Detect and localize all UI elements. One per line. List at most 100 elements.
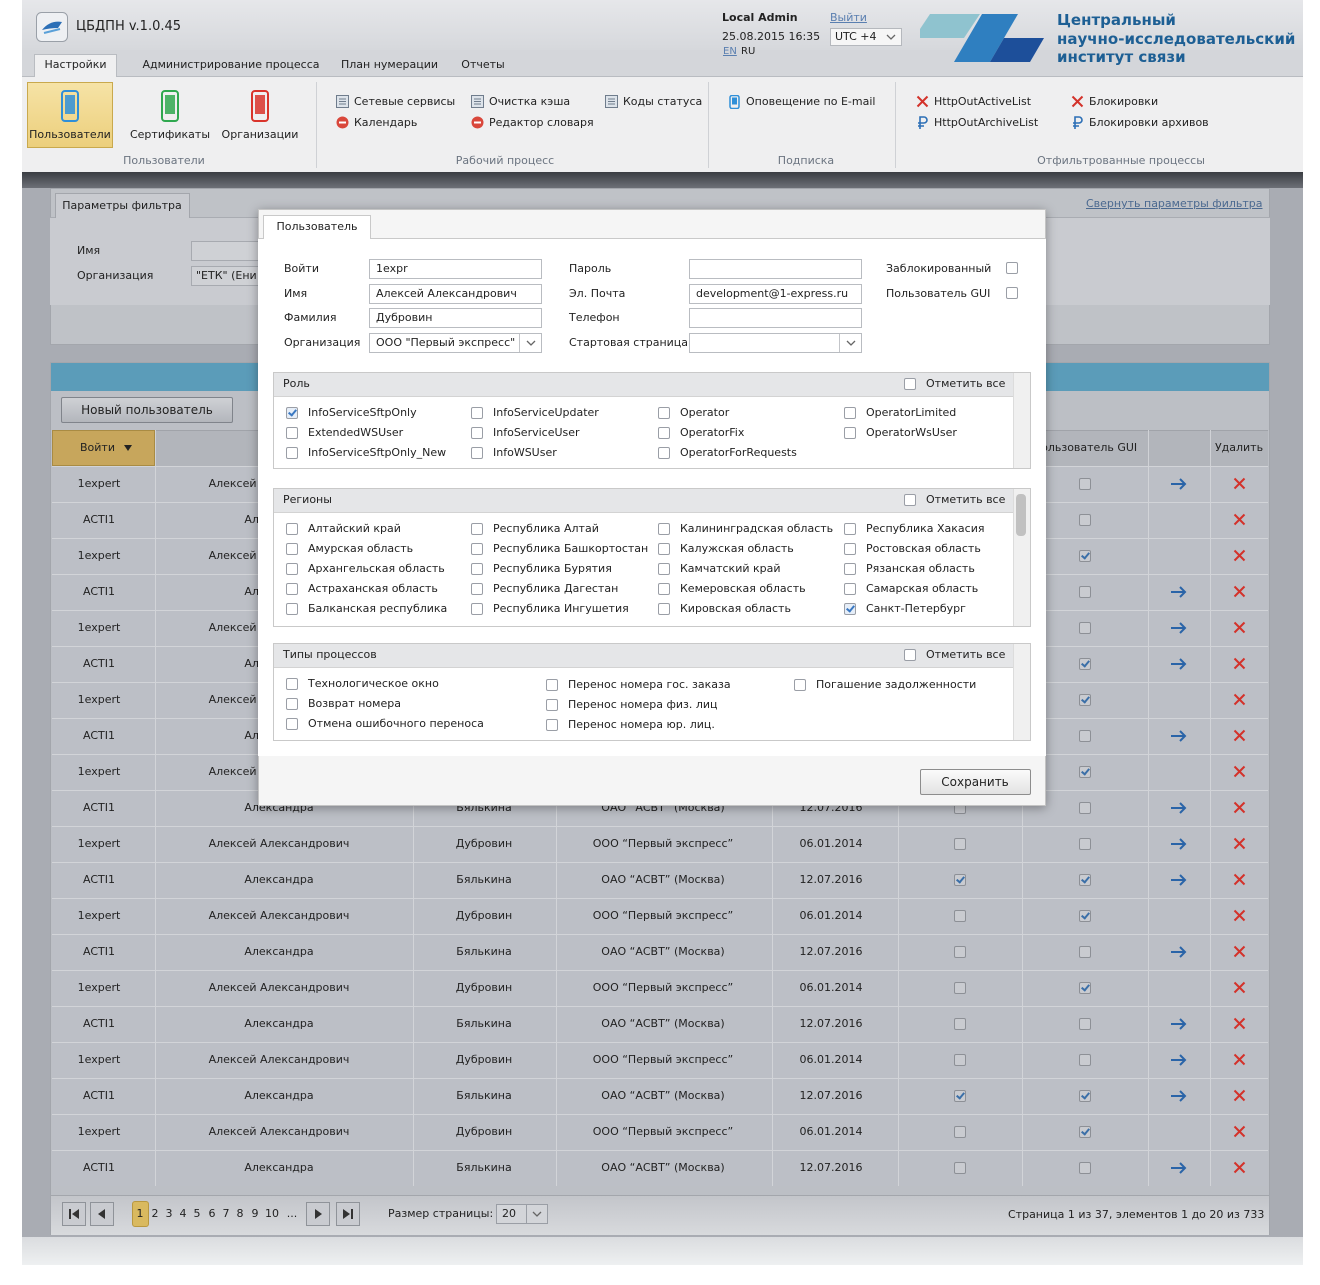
option-label[interactable]: InfoServiceSftpOnly bbox=[308, 406, 417, 419]
checkbox[interactable] bbox=[286, 698, 298, 710]
checkbox[interactable] bbox=[1006, 262, 1018, 274]
field-input[interactable] bbox=[689, 308, 862, 328]
checkbox[interactable] bbox=[471, 603, 483, 615]
checkbox-checked[interactable] bbox=[1079, 550, 1091, 562]
option-label[interactable]: OperatorFix bbox=[680, 426, 745, 439]
ribbon-button-label[interactable]: Организации bbox=[221, 128, 299, 141]
option-label[interactable]: Погашение задолженности bbox=[816, 678, 977, 691]
pager-button[interactable] bbox=[336, 1202, 360, 1226]
checkbox-checked[interactable] bbox=[286, 407, 298, 419]
checkbox[interactable] bbox=[471, 427, 483, 439]
language-ru[interactable]: RU bbox=[741, 46, 756, 57]
option-label[interactable]: Технологическое окно bbox=[308, 677, 439, 690]
checkbox[interactable] bbox=[546, 699, 558, 711]
option-label[interactable]: Балканская республика bbox=[308, 602, 448, 615]
tab-label[interactable]: Отчеты bbox=[461, 58, 505, 71]
checkbox[interactable] bbox=[1079, 838, 1091, 850]
option-label[interactable]: Перенос номера юр. лиц. bbox=[568, 718, 715, 731]
ribbon-icon[interactable] bbox=[916, 95, 930, 109]
checkbox[interactable] bbox=[286, 523, 298, 535]
checkbox[interactable] bbox=[658, 427, 670, 439]
select-all-label[interactable]: Отметить все bbox=[926, 493, 1006, 506]
delete-icon[interactable] bbox=[1233, 729, 1247, 743]
checkbox-checked[interactable] bbox=[1079, 1090, 1091, 1102]
ribbon-item[interactable]: HttpOutActiveList bbox=[934, 95, 1032, 108]
ribbon-item[interactable]: Сетевые сервисы bbox=[354, 95, 456, 108]
ribbon-icon[interactable] bbox=[336, 95, 350, 109]
checkbox[interactable] bbox=[286, 447, 298, 459]
delete-icon[interactable] bbox=[1233, 1017, 1247, 1031]
transfer-arrow[interactable] bbox=[1170, 837, 1187, 851]
page-number[interactable]: 5 bbox=[193, 1207, 201, 1220]
page-number[interactable]: 9 bbox=[251, 1207, 259, 1220]
checkbox[interactable] bbox=[546, 719, 558, 731]
tab-label[interactable]: План нумерации bbox=[340, 58, 438, 71]
page-number[interactable]: 6 bbox=[208, 1207, 216, 1220]
checkbox[interactable] bbox=[844, 583, 856, 595]
option-label[interactable]: Санкт-Петербург bbox=[866, 602, 966, 615]
ribbon-icon[interactable] bbox=[61, 90, 79, 122]
page-number[interactable]: 4 bbox=[179, 1207, 187, 1220]
ribbon-item[interactable]: Коды статуса bbox=[623, 95, 703, 108]
checkbox[interactable] bbox=[844, 563, 856, 575]
field-input[interactable] bbox=[369, 259, 542, 279]
page-number[interactable]: 8 bbox=[236, 1207, 244, 1220]
transfer-arrow[interactable] bbox=[1170, 657, 1187, 671]
transfer-arrow[interactable] bbox=[1170, 1017, 1187, 1031]
collapse-link[interactable]: Свернуть параметры фильтра bbox=[1086, 197, 1263, 210]
ribbon-item[interactable]: Оповещение по E-mail bbox=[746, 95, 876, 108]
option-label[interactable]: Камчатский край bbox=[680, 562, 781, 575]
checkbox[interactable] bbox=[904, 649, 916, 661]
checkbox[interactable] bbox=[471, 543, 483, 555]
delete-icon[interactable] bbox=[1233, 621, 1247, 635]
checkbox[interactable] bbox=[794, 679, 806, 691]
save-button[interactable] bbox=[920, 769, 1031, 795]
field-input[interactable] bbox=[369, 308, 542, 328]
checkbox[interactable] bbox=[1079, 946, 1091, 958]
checkbox[interactable] bbox=[954, 1126, 966, 1138]
select-all-label[interactable]: Отметить все bbox=[926, 648, 1006, 661]
tab-label-active[interactable]: Настройки bbox=[44, 58, 107, 71]
checkbox[interactable] bbox=[1079, 622, 1091, 634]
ribbon-icon[interactable] bbox=[916, 116, 930, 130]
page-number[interactable]: 2 bbox=[151, 1207, 159, 1220]
transfer-arrow[interactable] bbox=[1170, 1089, 1187, 1103]
option-label[interactable]: ExtendedWSUser bbox=[308, 426, 404, 439]
checkbox[interactable] bbox=[471, 583, 483, 595]
checkbox[interactable] bbox=[1079, 802, 1091, 814]
select-all-label[interactable]: Отметить все bbox=[926, 377, 1006, 390]
ribbon-button-label[interactable]: Сертификаты bbox=[129, 128, 211, 141]
checkbox[interactable] bbox=[844, 407, 856, 419]
checkbox[interactable] bbox=[1079, 586, 1091, 598]
checkbox[interactable] bbox=[844, 523, 856, 535]
field-input[interactable] bbox=[689, 284, 862, 304]
checkbox[interactable] bbox=[286, 603, 298, 615]
ribbon-icon[interactable] bbox=[1071, 116, 1085, 130]
checkbox[interactable] bbox=[546, 679, 558, 691]
column-header[interactable]: Удалить bbox=[1214, 441, 1264, 454]
checkbox[interactable] bbox=[1079, 730, 1091, 742]
option-label[interactable]: Рязанская область bbox=[866, 562, 975, 575]
delete-icon[interactable] bbox=[1233, 693, 1247, 707]
checkbox[interactable] bbox=[844, 543, 856, 555]
option-label[interactable]: OperatorForRequests bbox=[680, 446, 797, 459]
checkbox[interactable] bbox=[1079, 514, 1091, 526]
transfer-arrow[interactable] bbox=[1170, 1053, 1187, 1067]
ribbon-icon[interactable] bbox=[336, 116, 350, 130]
checkbox[interactable] bbox=[658, 603, 670, 615]
option-label[interactable]: Калининградская область bbox=[680, 522, 834, 535]
option-label[interactable]: OperatorWsUser bbox=[866, 426, 957, 439]
checkbox[interactable] bbox=[658, 447, 670, 459]
checkbox[interactable] bbox=[844, 427, 856, 439]
ribbon-icon[interactable] bbox=[605, 95, 619, 109]
field-select[interactable] bbox=[689, 333, 862, 353]
checkbox[interactable] bbox=[286, 543, 298, 555]
option-label[interactable]: Operator bbox=[680, 406, 730, 419]
option-label[interactable]: OperatorLimited bbox=[866, 406, 957, 419]
option-label[interactable]: Калужская область bbox=[680, 542, 794, 555]
checkbox[interactable] bbox=[954, 946, 966, 958]
page-size-select[interactable] bbox=[496, 1204, 548, 1224]
transfer-arrow[interactable] bbox=[1170, 729, 1187, 743]
ribbon-item[interactable]: Редактор словаря bbox=[489, 116, 594, 129]
checkbox[interactable] bbox=[954, 1018, 966, 1030]
